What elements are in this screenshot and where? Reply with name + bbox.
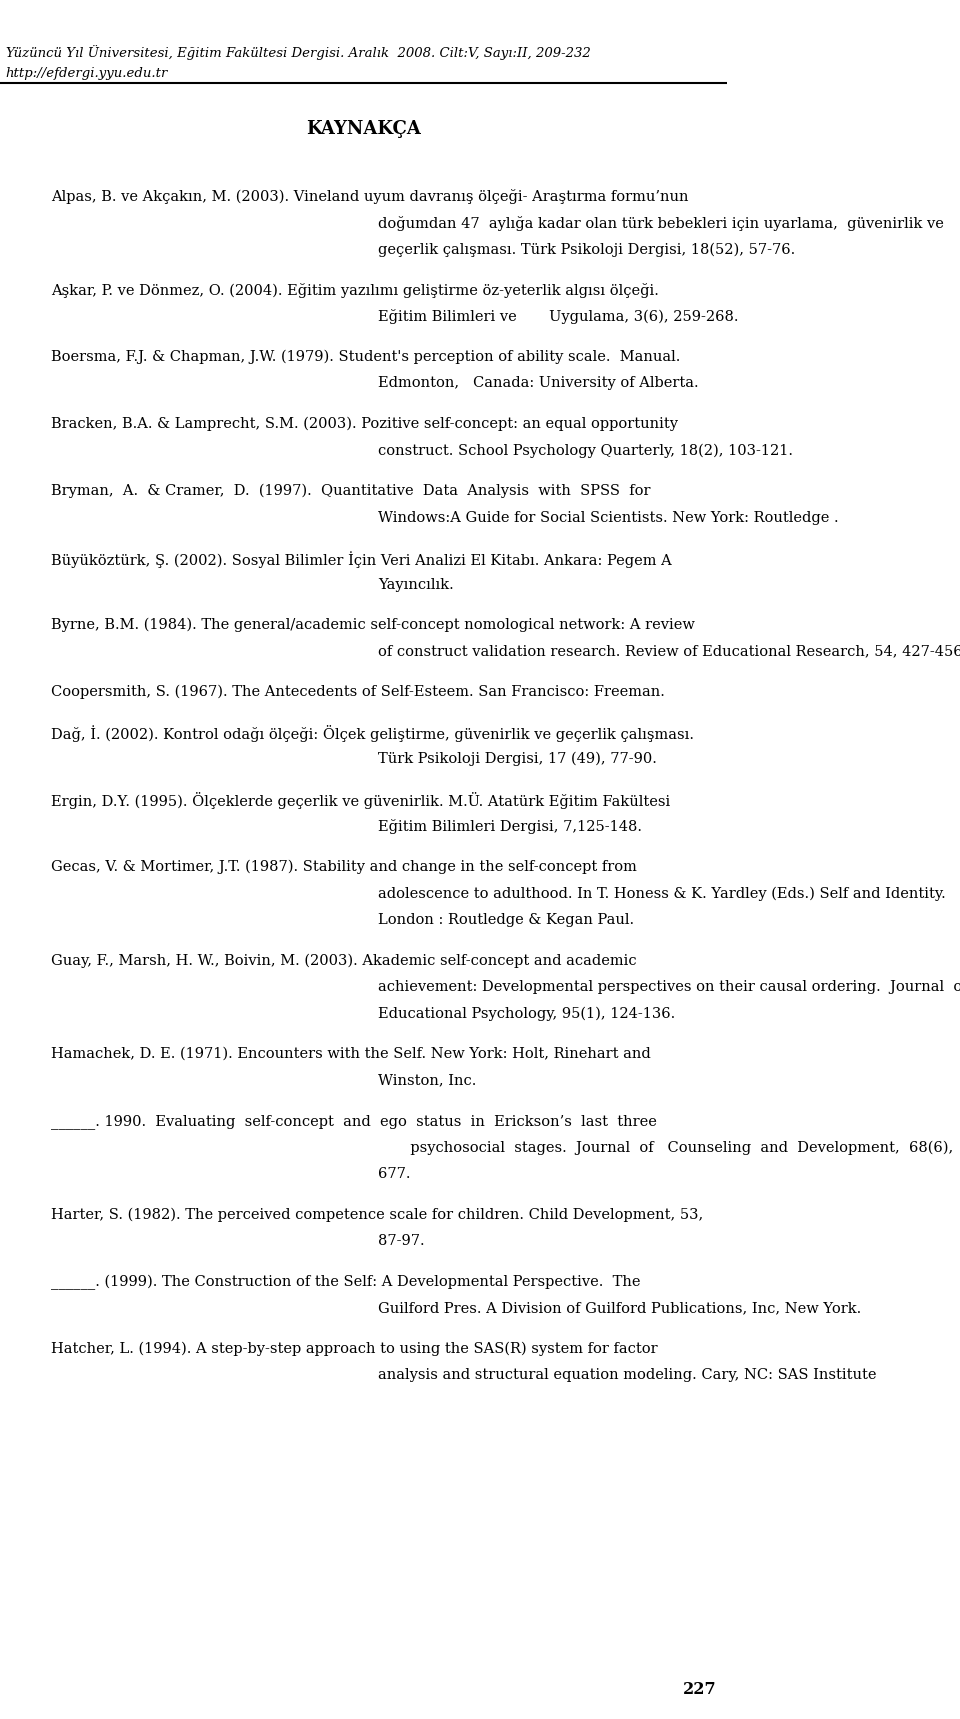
Text: Bracken, B.A. & Lamprecht, S.M. (2003). Pozitive self-concept: an equal opportun: Bracken, B.A. & Lamprecht, S.M. (2003). … <box>51 416 678 431</box>
Text: Coopersmith, S. (1967). The Antecedents of Self-Esteem. San Francisco: Freeman.: Coopersmith, S. (1967). The Antecedents … <box>51 684 664 700</box>
Text: psychosocial  stages.  Journal  of   Counseling  and  Development,  68(6),: psychosocial stages. Journal of Counseli… <box>378 1140 953 1155</box>
Text: Guay, F., Marsh, H. W., Boivin, M. (2003). Akademic self-concept and academic: Guay, F., Marsh, H. W., Boivin, M. (2003… <box>51 952 636 968</box>
Text: Eğitim Bilimleri ve       Uygulama, 3(6), 259-268.: Eğitim Bilimleri ve Uygulama, 3(6), 259-… <box>378 309 739 325</box>
Text: KAYNAKÇA: KAYNAKÇA <box>306 120 421 138</box>
Text: Byrne, B.M. (1984). The general/academic self-concept nomological network: A rev: Byrne, B.M. (1984). The general/academic… <box>51 617 695 633</box>
Text: Yüzüncü Yıl Üniversitesi, Eğitim Fakültesi Dergisi. Aralık  2008. Cilt:V, Sayı:I: Yüzüncü Yıl Üniversitesi, Eğitim Fakülte… <box>6 45 590 60</box>
Text: Boersma, F.J. & Chapman, J.W. (1979). Student's perception of ability scale.  Ma: Boersma, F.J. & Chapman, J.W. (1979). St… <box>51 349 681 364</box>
Text: Yayıncılık.: Yayıncılık. <box>378 578 454 591</box>
Text: achievement: Developmental perspectives on their causal ordering.  Journal  of: achievement: Developmental perspectives … <box>378 980 960 994</box>
Text: Aşkar, P. ve Dönmez, O. (2004). Eğitim yazılımı geliştirme öz-yeterlik algısı öl: Aşkar, P. ve Dönmez, O. (2004). Eğitim y… <box>51 282 659 297</box>
Text: Edmonton,   Canada: University of Alberta.: Edmonton, Canada: University of Alberta. <box>378 376 699 390</box>
Text: Büyüköztürk, Ş. (2002). Sosyal Bilimler İçin Veri Analizi El Kitabı. Ankara: Peg: Büyüköztürk, Ş. (2002). Sosyal Bilimler … <box>51 550 672 567</box>
Text: Ergin, D.Y. (1995). Ölçeklerde geçerlik ve güvenirlik. M.Ü. Atatürk Eğitim Fakül: Ergin, D.Y. (1995). Ölçeklerde geçerlik … <box>51 792 670 810</box>
Text: Guilford Pres. A Division of Guilford Publications, Inc, New York.: Guilford Pres. A Division of Guilford Pu… <box>378 1301 861 1315</box>
Text: analysis and structural equation modeling. Cary, NC: SAS Institute: analysis and structural equation modelin… <box>378 1368 876 1382</box>
Text: Alpas, B. ve Akçakın, M. (2003). Vineland uyum davranış ölçeği- Araştırma formu’: Alpas, B. ve Akçakın, M. (2003). Vinelan… <box>51 189 688 205</box>
Text: ______. (1999). The Construction of the Self: A Developmental Perspective.  The: ______. (1999). The Construction of the … <box>51 1274 640 1289</box>
Text: Windows:A Guide for Social Scientists. New York: Routledge .: Windows:A Guide for Social Scientists. N… <box>378 511 839 524</box>
Text: 87-97.: 87-97. <box>378 1234 425 1248</box>
Text: 227: 227 <box>683 1681 716 1698</box>
Text: of construct validation research. Review of Educational Research, 54, 427-456.: of construct validation research. Review… <box>378 645 960 658</box>
Text: Dağ, İ. (2002). Kontrol odağı ölçeği: Ölçek geliştirme, güvenirlik ve geçerlik ç: Dağ, İ. (2002). Kontrol odağı ölçeği: Öl… <box>51 725 694 743</box>
Text: 677.: 677. <box>378 1167 411 1181</box>
Text: doğumdan 47  aylığa kadar olan türk bebekleri için uyarlama,  güvenirlik ve: doğumdan 47 aylığa kadar olan türk bebek… <box>378 215 945 230</box>
Text: Türk Psikoloji Dergisi, 17 (49), 77-90.: Türk Psikoloji Dergisi, 17 (49), 77-90. <box>378 751 658 767</box>
Text: Eğitim Bilimleri Dergisi, 7,125-148.: Eğitim Bilimleri Dergisi, 7,125-148. <box>378 818 642 834</box>
Text: construct. School Psychology Quarterly, 18(2), 103-121.: construct. School Psychology Quarterly, … <box>378 444 793 457</box>
Text: Harter, S. (1982). The perceived competence scale for children. Child Developmen: Harter, S. (1982). The perceived compete… <box>51 1207 703 1222</box>
Text: London : Routledge & Kegan Paul.: London : Routledge & Kegan Paul. <box>378 913 635 927</box>
Text: Hamachek, D. E. (1971). Encounters with the Self. New York: Holt, Rinehart and: Hamachek, D. E. (1971). Encounters with … <box>51 1047 651 1061</box>
Text: ______. 1990.  Evaluating  self-concept  and  ego  status  in  Erickson’s  last : ______. 1990. Evaluating self-concept an… <box>51 1114 657 1129</box>
Text: adolescence to adulthood. In T. Honess & K. Yardley (Eds.) Self and Identity.: adolescence to adulthood. In T. Honess &… <box>378 885 946 901</box>
Text: geçerlik çalışması. Türk Psikoloji Dergisi, 18(52), 57-76.: geçerlik çalışması. Türk Psikoloji Dergi… <box>378 242 796 256</box>
Text: Hatcher, L. (1994). A step-by-step approach to using the SAS(R) system for facto: Hatcher, L. (1994). A step-by-step appro… <box>51 1341 658 1356</box>
Text: Educational Psychology, 95(1), 124-136.: Educational Psychology, 95(1), 124-136. <box>378 1006 676 1021</box>
Text: http://efdergi.yyu.edu.tr: http://efdergi.yyu.edu.tr <box>6 67 168 81</box>
Text: Gecas, V. & Mortimer, J.T. (1987). Stability and change in the self-concept from: Gecas, V. & Mortimer, J.T. (1987). Stabi… <box>51 860 636 873</box>
Text: Winston, Inc.: Winston, Inc. <box>378 1073 477 1088</box>
Text: Bryman,  A.  & Cramer,  D.  (1997).  Quantitative  Data  Analysis  with  SPSS  f: Bryman, A. & Cramer, D. (1997). Quantita… <box>51 483 651 499</box>
